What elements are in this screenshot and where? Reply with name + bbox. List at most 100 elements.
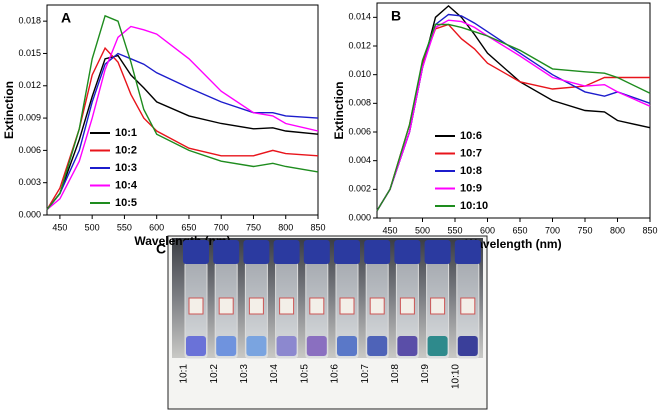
vial-label: 10:6 [330, 364, 341, 384]
legend-label: 10:7 [460, 147, 482, 159]
vial-sticker [309, 297, 325, 315]
vial-liquid [216, 336, 237, 356]
x-tick-label: 750 [577, 225, 592, 235]
vial-label: 10:2 [209, 364, 220, 384]
x-tick-label: 600 [149, 222, 164, 232]
vial-cap [273, 240, 300, 264]
x-tick-label: 500 [415, 225, 430, 235]
y-tick-label: 0.010 [348, 69, 371, 79]
y-tick-label: 0.000 [348, 212, 371, 222]
legend-label: 10:5 [115, 197, 137, 209]
legend-label: 10:6 [460, 130, 482, 142]
series-line [376, 19, 651, 212]
vial-label: 10:7 [360, 364, 371, 384]
y-tick-label: 0.004 [348, 155, 371, 165]
x-tick-label: 800 [278, 222, 293, 232]
y-tick-label: 0.000 [18, 209, 41, 219]
vial-liquid [337, 336, 357, 356]
plot-frame [376, 2, 651, 219]
series-line [376, 4, 651, 212]
vial-cap [364, 240, 391, 264]
x-tick-label: 450 [52, 222, 67, 232]
series-line [376, 23, 651, 212]
vial-sticker [218, 297, 234, 315]
x-tick-label: 550 [117, 222, 132, 232]
vial-label: 10:5 [299, 364, 310, 384]
vial-liquid [427, 336, 448, 356]
panel-label: C [156, 241, 166, 257]
vial-cap [183, 240, 209, 264]
legend-label: 10:2 [115, 144, 137, 156]
y-tick-label: 0.018 [18, 16, 41, 26]
y-tick-label: 0.012 [348, 40, 371, 50]
x-tick-label: 700 [214, 222, 229, 232]
x-tick-label: 650 [512, 225, 527, 235]
vial-sticker [188, 297, 204, 315]
series-line [46, 54, 319, 211]
y-tick-label: 0.006 [348, 126, 371, 136]
vial-cap [303, 240, 330, 264]
y-axis-label: Extinction [332, 81, 346, 139]
y-tick-label: 0.006 [18, 145, 41, 155]
legend-label: 10:1 [115, 127, 137, 139]
vial-liquid [397, 336, 418, 356]
x-tick-label: 850 [310, 222, 325, 232]
vial-label: 10:10 [450, 364, 461, 389]
vial-sticker [369, 297, 385, 315]
vial-label: 10:4 [269, 364, 280, 384]
vial-liquid [246, 336, 267, 356]
vial-sticker [430, 297, 446, 315]
vial-liquid [186, 336, 206, 356]
vial-cap [213, 240, 240, 264]
panel-label: A [61, 10, 71, 26]
vial-cap [454, 240, 481, 264]
vial-sticker [399, 297, 415, 315]
vial-sticker [248, 297, 264, 315]
vial-cap [424, 240, 451, 264]
y-tick-label: 0.012 [18, 80, 41, 90]
x-axis-label: Wavelength (nm) [465, 237, 561, 251]
legend-label: 10:3 [115, 162, 137, 174]
vial-cap [334, 240, 360, 264]
series-line [46, 46, 319, 210]
vial-liquid [457, 336, 478, 356]
y-tick-label: 0.009 [18, 112, 41, 122]
legend-label: 10:10 [460, 200, 488, 212]
vial-label: 10:1 [179, 364, 190, 384]
vial-liquid [367, 336, 388, 356]
x-tick-label: 750 [246, 222, 261, 232]
x-tick-label: 850 [642, 225, 657, 235]
x-tick-label: 650 [181, 222, 196, 232]
vial-sticker [279, 297, 295, 315]
y-tick-label: 0.008 [348, 98, 371, 108]
y-tick-label: 0.003 [18, 177, 41, 187]
vial-sticker [460, 297, 476, 315]
y-tick-label: 0.015 [18, 48, 41, 58]
y-tick-label: 0.002 [348, 184, 371, 194]
vial-cap [243, 240, 270, 264]
vial-liquid [276, 336, 297, 356]
x-tick-label: 450 [382, 225, 397, 235]
x-tick-label: 800 [610, 225, 625, 235]
vial-sticker [339, 297, 355, 315]
vial-liquid [306, 336, 327, 356]
panel-label: B [391, 8, 401, 24]
plot-frame [46, 4, 319, 216]
y-tick-label: 0.014 [348, 12, 371, 22]
series-line [46, 14, 319, 211]
vial-label: 10:9 [420, 364, 431, 384]
legend-label: 10:8 [460, 165, 482, 177]
y-axis-label: Extinction [2, 81, 16, 139]
legend-label: 10:4 [115, 179, 138, 191]
series-line [376, 13, 651, 212]
x-tick-label: 550 [447, 225, 462, 235]
x-tick-label: 600 [480, 225, 495, 235]
x-tick-label: 500 [85, 222, 100, 232]
series-line [46, 52, 319, 211]
vial-label: 10:3 [239, 364, 250, 384]
vial-cap [394, 240, 421, 264]
vial-label: 10:8 [390, 364, 401, 384]
x-tick-label: 700 [545, 225, 560, 235]
legend-label: 10:9 [460, 182, 482, 194]
